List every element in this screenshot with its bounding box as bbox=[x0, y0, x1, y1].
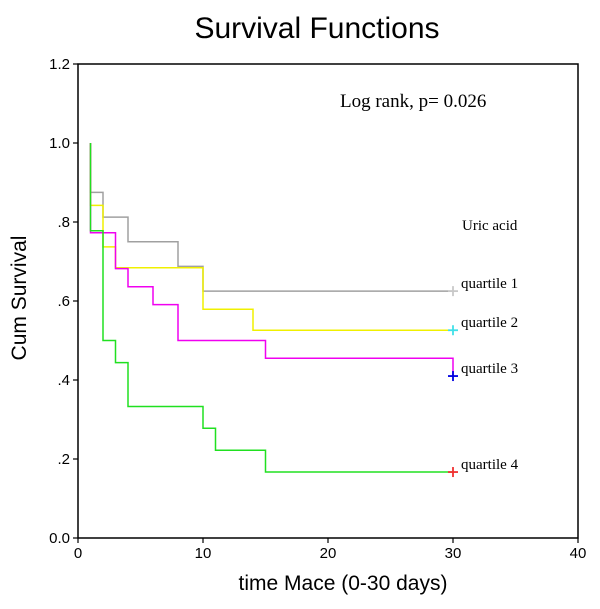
x-tick-label: 0 bbox=[74, 545, 82, 562]
survival-curves bbox=[89, 143, 458, 478]
series-line bbox=[89, 143, 453, 331]
series-label: quartile 4 bbox=[461, 457, 519, 473]
y-tick-label: .8 bbox=[57, 214, 70, 231]
chart-title: Survival Functions bbox=[194, 12, 439, 45]
censor-marker bbox=[448, 467, 458, 478]
legend-title: Uric acid bbox=[462, 218, 518, 234]
y-tick-label: 1.0 bbox=[49, 135, 70, 152]
series-line bbox=[89, 143, 453, 292]
log-rank-annotation: Log rank, p= 0.026 bbox=[340, 91, 486, 112]
x-axis: 0 10 20 30 40 bbox=[74, 538, 587, 562]
y-tick-label: 0.0 bbox=[49, 530, 70, 547]
y-tick-label: .2 bbox=[57, 451, 70, 468]
series-label: quartile 1 bbox=[461, 276, 518, 292]
x-tick-label: 30 bbox=[445, 545, 462, 562]
censor-marker bbox=[448, 325, 458, 336]
censor-marker bbox=[448, 286, 458, 297]
y-tick-label: .4 bbox=[57, 372, 70, 389]
y-axis: 0.0 .2 .4 .6 .8 1.0 1.2 bbox=[49, 56, 78, 547]
series-line bbox=[89, 143, 454, 376]
censor-marker bbox=[448, 371, 458, 382]
x-tick-label: 10 bbox=[195, 545, 212, 562]
series-label: quartile 3 bbox=[461, 361, 518, 377]
series-label: quartile 2 bbox=[461, 315, 518, 331]
series-labels: quartile 1 quartile 2 quartile 3 quartile 4 bbox=[461, 276, 519, 473]
y-axis-label: Cum Survival bbox=[8, 236, 31, 361]
x-axis-label: time Mace (0-30 days) bbox=[239, 572, 448, 595]
x-tick-label: 40 bbox=[570, 545, 587, 562]
y-tick-label: 1.2 bbox=[49, 56, 70, 73]
series-line bbox=[89, 143, 453, 473]
x-tick-label: 20 bbox=[320, 545, 337, 562]
y-tick-label: .6 bbox=[57, 293, 70, 310]
